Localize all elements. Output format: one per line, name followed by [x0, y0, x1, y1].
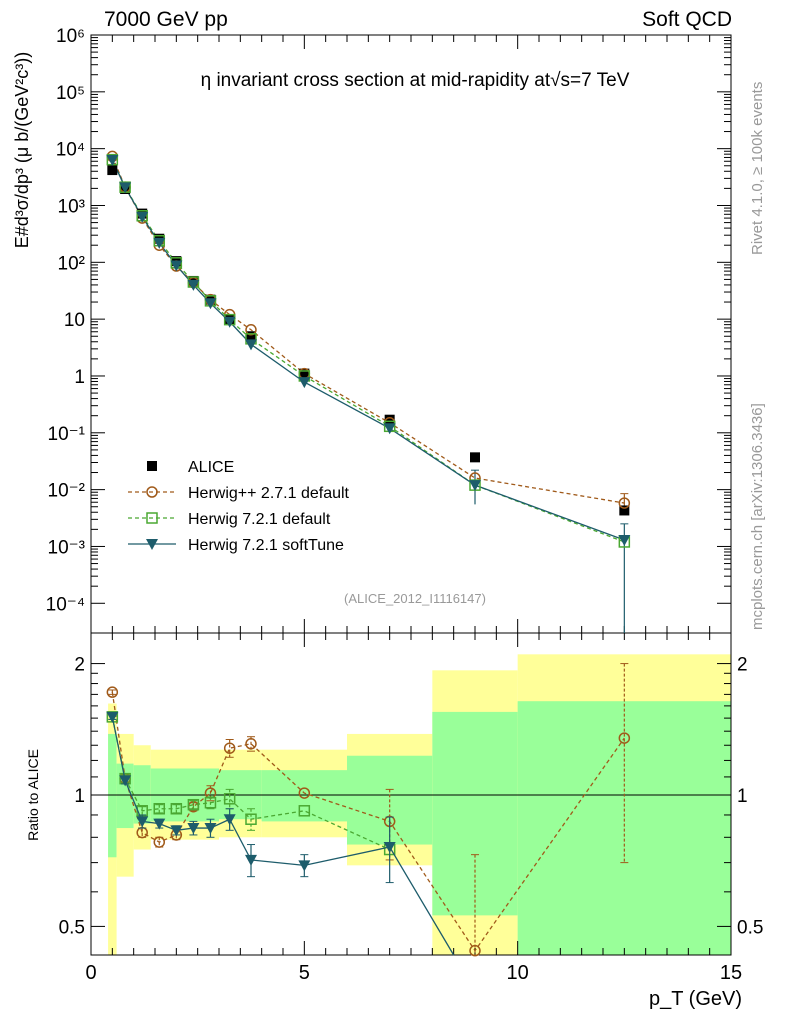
- legend-label: Herwig 7.2.1 softTune: [188, 537, 344, 554]
- green-band-5: [261, 770, 347, 822]
- ratio-point-square-open: [298, 805, 311, 817]
- ratio-point-triangle-down: [170, 825, 183, 837]
- main-line-series-1: [111, 156, 625, 504]
- ratio-point-circle-open: [106, 686, 119, 698]
- ratio-point-triangle-down: [245, 854, 257, 866]
- main-y-tick-label: 10⁴: [56, 140, 85, 161]
- green-band-0: [108, 733, 117, 858]
- ratio-point-square-open: [204, 796, 217, 809]
- main-point-triangle-down: [245, 339, 257, 351]
- main-point-triangle-down: [187, 279, 200, 291]
- header-process-label: 7000 GeV pp: [104, 8, 228, 31]
- ratio-point-triangle-down: [106, 711, 119, 723]
- main-data-series: [106, 150, 631, 633]
- ratio-point-triangle-down: [153, 818, 166, 830]
- x-tick-label: 10: [507, 962, 529, 984]
- main-y-tick-label: 10³: [58, 196, 85, 217]
- ratio-point-circle-open: [298, 787, 311, 799]
- main-y-tick-label: 10⁻²: [48, 481, 86, 502]
- legend-marker-square: [147, 461, 157, 471]
- ratio-point-circle-open: [469, 944, 481, 957]
- ratio-point-triangle-down: [136, 816, 149, 828]
- main-y-tick-label: 10⁻⁴: [46, 594, 85, 615]
- main-y-tick-label: 10⁵: [56, 83, 85, 104]
- ratio-point-triangle-down: [204, 823, 217, 835]
- ratio-point-square-open: [153, 802, 166, 815]
- main-point-circle-open: [618, 497, 631, 509]
- main-point-square: [246, 331, 256, 342]
- main-point-triangle-down: [223, 316, 236, 328]
- main-y-tick-label: 10⁶: [56, 26, 85, 47]
- legend-label: Herwig 7.2.1 default: [188, 511, 331, 528]
- main-y-tick-label: 10²: [58, 253, 85, 274]
- legend: ALICE Herwig++ 2.7.1 default Herwig 7.2.1 …: [128, 459, 350, 554]
- legend-label: Herwig++ 2.7.1 default: [188, 485, 350, 502]
- ratio-point-square-open: [223, 793, 236, 805]
- main-point-triangle-down: [298, 377, 311, 389]
- chart-title: η invariant cross section at mid-rapidit…: [201, 70, 630, 91]
- main-point-triangle-down: [106, 155, 119, 167]
- main-point-triangle-down: [136, 211, 149, 223]
- main-y-tick-label: 1: [74, 367, 85, 388]
- legend-marker-triangle-down: [146, 539, 158, 550]
- main-plot-frame: [90, 34, 732, 634]
- x-tick-label: 5: [299, 962, 310, 984]
- ratio-point-triangle-down: [298, 860, 311, 872]
- ratio-point-square-open: [187, 798, 200, 811]
- main-point-square: [384, 414, 395, 425]
- ratio-point-circle-open: [153, 836, 166, 848]
- ratio-point-triangle-down: [383, 842, 396, 854]
- main-y-tick-label: 10: [64, 310, 85, 331]
- ratio-point-triangle-down: [119, 775, 132, 787]
- ratio-point-triangle-down: [187, 823, 200, 835]
- main-point-circle-open: [245, 324, 257, 336]
- main-y-axis-label: E#d³σ/dp³ (μ b/(GeV²c³)): [12, 52, 32, 249]
- main-point-square: [299, 368, 310, 379]
- main-point-square: [470, 452, 480, 463]
- main-point-triangle-down: [119, 182, 132, 194]
- ratio-y-axis-label: Ratio to ALICE: [25, 749, 41, 841]
- ratio-point-square-open: [170, 802, 183, 815]
- main-point-square: [619, 505, 630, 516]
- main-point-triangle-down: [204, 298, 217, 310]
- ratio-plot-frame: [90, 632, 732, 956]
- ratio-point-triangle-down: [223, 814, 236, 826]
- main-point-triangle-down: [383, 423, 396, 435]
- main-point-triangle-down: [170, 260, 183, 272]
- x-tick-label: 0: [85, 962, 96, 984]
- legend-marker-square-open: [146, 512, 158, 524]
- ratio-uncertainty-bands: [108, 654, 731, 955]
- x-tick-label: 15: [720, 962, 742, 984]
- main-point-triangle-down: [153, 237, 166, 249]
- ratio-data-series: [106, 663, 631, 957]
- header-category-label: Soft QCD: [642, 8, 732, 31]
- ratio-y-tick-label-right: 1: [737, 786, 748, 807]
- main-y-tick-label: 10⁻³: [48, 537, 86, 558]
- ratio-y-tick-label-left: 0.5: [59, 917, 85, 938]
- ratio-point-circle-open: [245, 738, 257, 750]
- ratio-point-circle-open: [618, 732, 631, 744]
- main-axes-ticks: 10⁻⁴ 10⁻³ 10⁻² 10⁻¹ 1 10 10² 10³ 10⁴ 10⁵ 10⁶: [46, 26, 732, 633]
- ratio-point-circle-open: [223, 742, 236, 754]
- x-axis-label: p_T (GeV): [649, 988, 742, 1010]
- ratio-y-tick-label-right: 2: [737, 655, 748, 676]
- legend-marker-circle-open: [146, 486, 158, 498]
- main-point-square: [107, 165, 118, 176]
- ratio-y-tick-label-left: 2: [74, 655, 85, 676]
- main-y-tick-label: 10⁻¹: [48, 424, 86, 445]
- ratio-y-tick-label-right: 0.5: [737, 917, 763, 938]
- legend-label: ALICE: [188, 459, 234, 476]
- ratio-y-tick-label-left: 1: [74, 786, 85, 807]
- main-line-series-3: [111, 159, 625, 541]
- ratio-point-square-open: [245, 813, 257, 825]
- watermark-label: (ALICE_2012_I1116147): [344, 591, 486, 606]
- ratio-line-series-1: [111, 716, 390, 851]
- main-point-triangle-down: [469, 480, 481, 492]
- main-point-triangle-down: [618, 534, 631, 546]
